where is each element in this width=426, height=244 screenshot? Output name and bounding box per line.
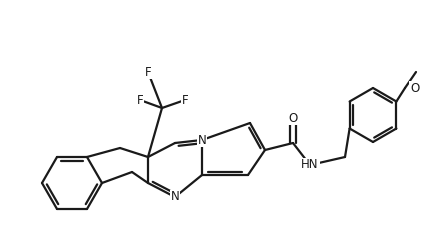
Text: O: O [288, 112, 298, 124]
Text: N: N [198, 133, 206, 146]
Text: HN: HN [301, 159, 319, 172]
Text: F: F [145, 65, 151, 79]
Text: N: N [171, 191, 179, 203]
Text: O: O [410, 81, 419, 94]
Text: F: F [137, 93, 143, 106]
Text: F: F [181, 93, 188, 106]
